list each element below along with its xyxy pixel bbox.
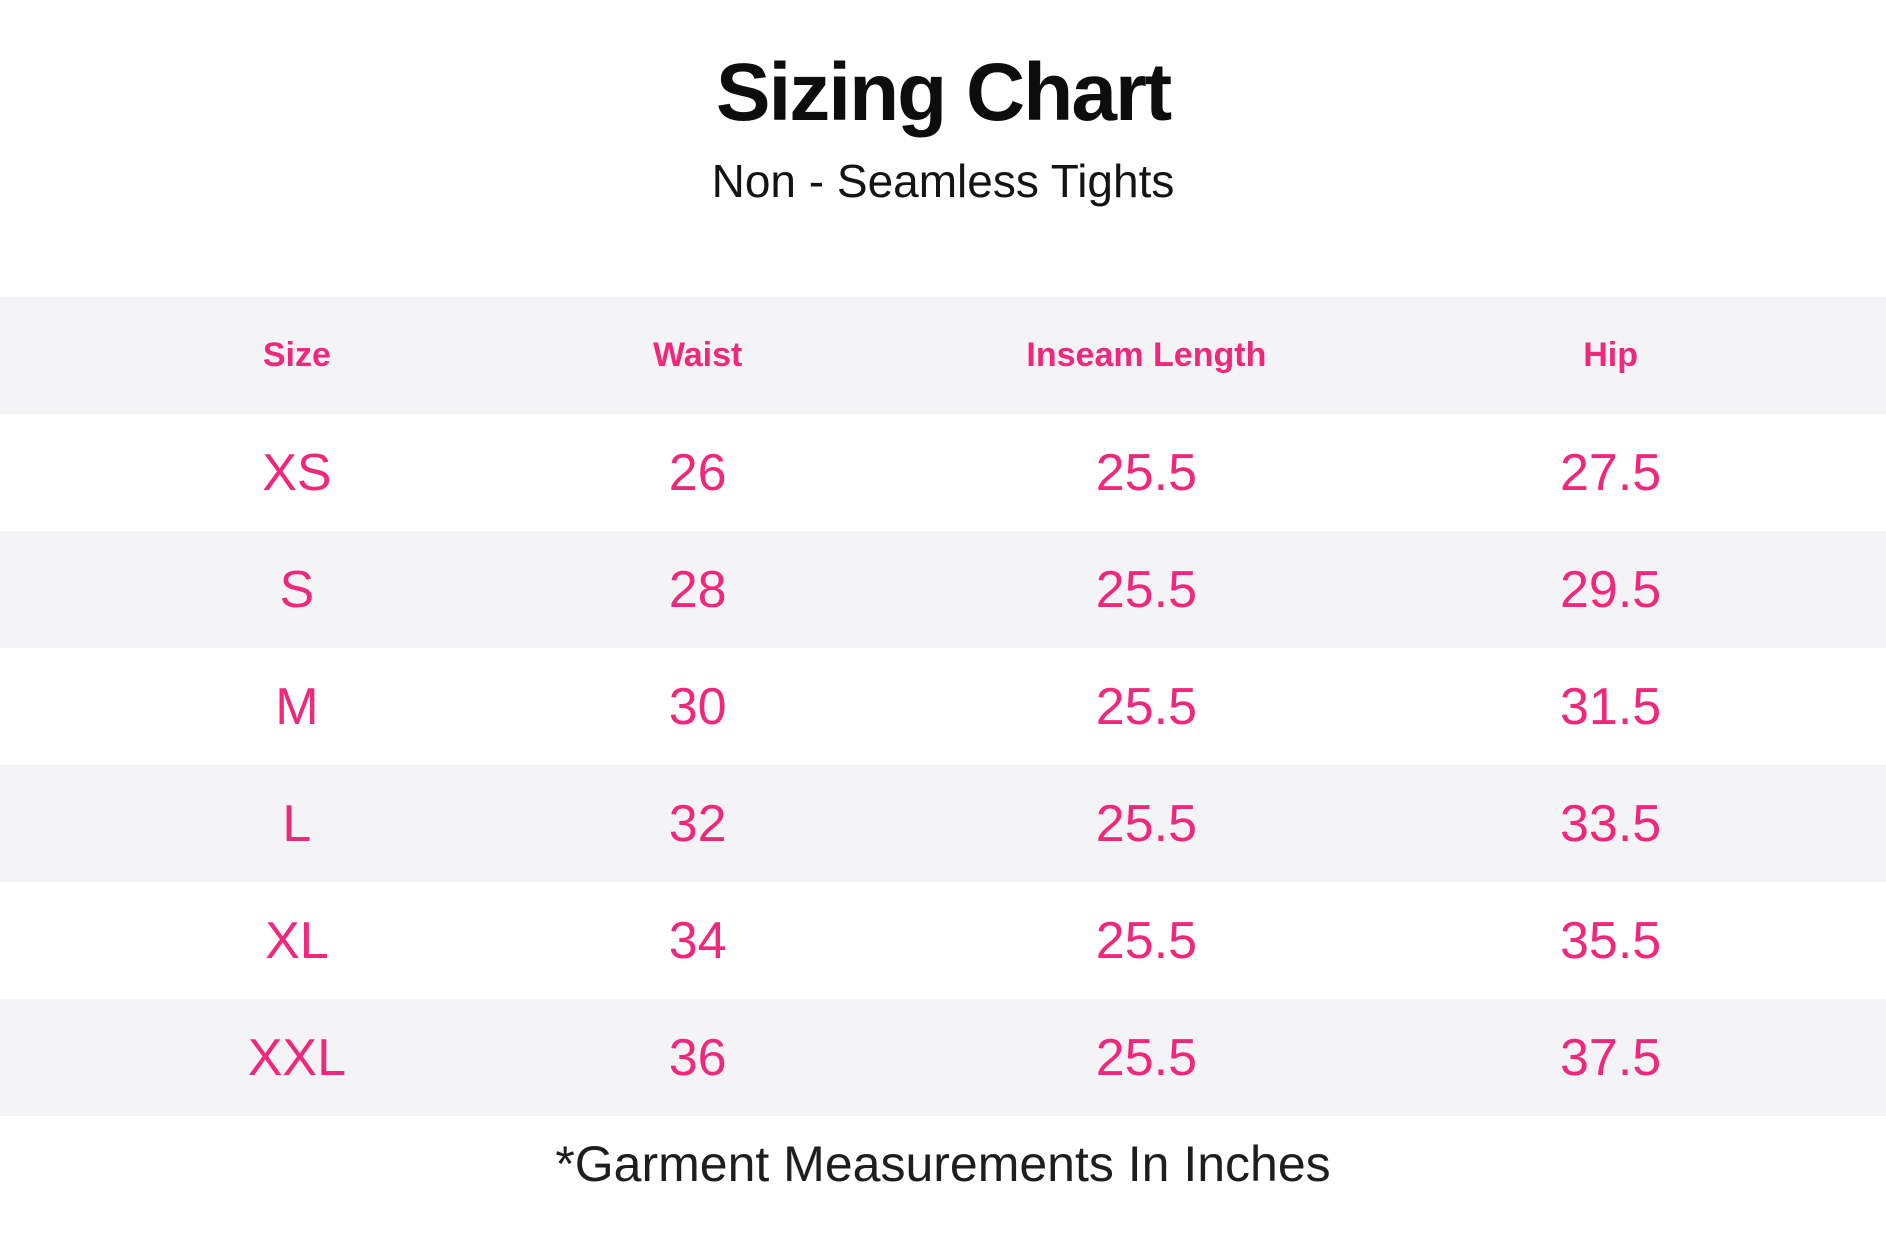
inseam-length-cell: 25.5 xyxy=(1095,911,1197,970)
waist-cell: 32 xyxy=(668,794,727,853)
table-row: S 28 25.5 29.5 xyxy=(0,531,1886,649)
hip-cell: 29.5 xyxy=(1560,560,1662,619)
inseam-length-cell: 25.5 xyxy=(1095,443,1197,502)
waist-cell: 34 xyxy=(668,911,727,970)
size-table: Size Waist Inseam Length Hip XS 26 25.5 27.… xyxy=(0,297,1886,1117)
inseam-length-cell: 25.5 xyxy=(1095,1028,1197,1087)
table-row: XXL 36 25.5 37.5 xyxy=(0,999,1886,1117)
table-row: M 30 25.5 31.5 xyxy=(0,648,1886,765)
column-header-size: Size xyxy=(262,336,331,375)
waist-cell: 30 xyxy=(668,677,727,736)
waist-cell: 28 xyxy=(668,560,727,619)
inseam-length-cell: 25.5 xyxy=(1095,794,1197,853)
size-cell: L xyxy=(282,794,312,853)
size-cell: XS xyxy=(262,443,332,502)
hip-cell: 37.5 xyxy=(1560,1028,1662,1087)
size-cell: S xyxy=(279,560,315,619)
page-subtitle: Non - Seamless Tights xyxy=(711,155,1175,208)
hip-cell: 35.5 xyxy=(1560,911,1662,970)
page-title: Sizing Chart xyxy=(715,47,1172,138)
column-header-waist: Waist xyxy=(652,336,743,375)
inseam-length-cell: 25.5 xyxy=(1095,677,1197,736)
hip-cell: 27.5 xyxy=(1560,443,1662,502)
waist-cell: 36 xyxy=(668,1028,727,1087)
size-cell: XL xyxy=(265,911,329,970)
table-row: XL 34 25.5 35.5 xyxy=(0,882,1886,999)
hip-cell: 31.5 xyxy=(1560,677,1662,736)
column-header-hip: Hip xyxy=(1583,336,1639,375)
waist-cell: 26 xyxy=(668,443,727,502)
inseam-length-cell: 25.5 xyxy=(1095,560,1197,619)
size-cell: M xyxy=(275,677,319,736)
hip-cell: 33.5 xyxy=(1560,794,1662,853)
table-header-row: Size Waist Inseam Length Hip xyxy=(0,297,1886,415)
measurement-note: *Garment Measurements In Inches xyxy=(555,1136,1331,1193)
table-body: XS 26 25.5 27.5 S 28 25.5 29.5 M 30 25.5 31.5 L 32 25.… xyxy=(0,414,1886,1117)
table-row: L 32 25.5 33.5 xyxy=(0,765,1886,883)
column-header-inseam-length: Inseam Length xyxy=(1026,336,1267,375)
size-cell: XXL xyxy=(247,1028,347,1087)
chart-header: Sizing Chart Non - Seamless Tights xyxy=(0,0,1886,209)
table-row: XS 26 25.5 27.5 xyxy=(0,414,1886,531)
